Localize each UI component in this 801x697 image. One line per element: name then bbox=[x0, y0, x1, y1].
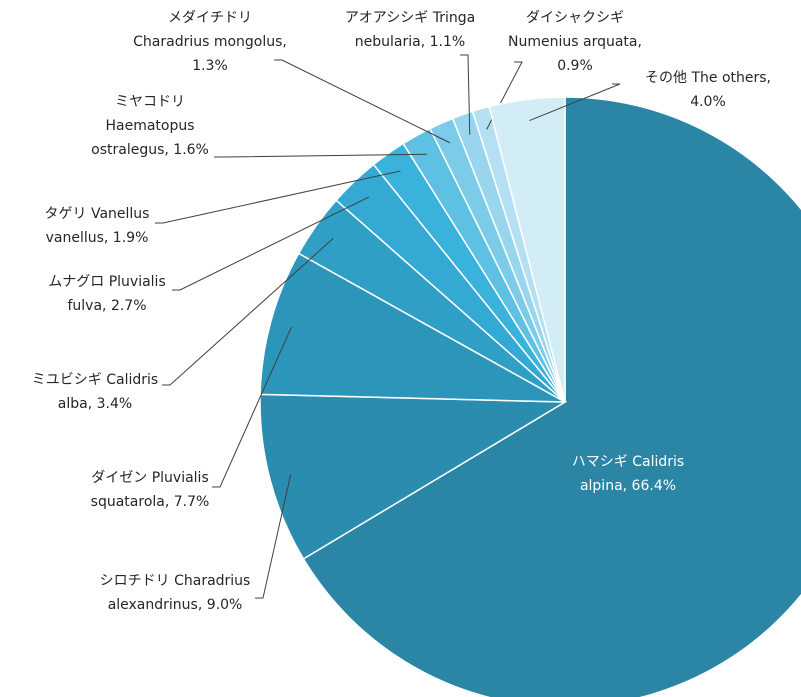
label-line: nebularia, 1.1% bbox=[355, 34, 465, 50]
label-line: その他 The others, bbox=[645, 70, 771, 86]
label-line: Haematopus bbox=[105, 118, 194, 134]
slice-label: アオアシシギ Tringa nebularia, 1.1% bbox=[345, 10, 475, 50]
leader-line bbox=[212, 326, 292, 488]
label-line: ミユビシギ Calidris bbox=[32, 372, 158, 388]
leader-line bbox=[155, 170, 401, 224]
label-line: 0.9% bbox=[557, 58, 593, 74]
label-line: alexandrinus, 9.0% bbox=[108, 597, 243, 613]
pie-slice bbox=[302, 96, 801, 697]
slice-label: その他 The others, 4.0% bbox=[645, 70, 771, 110]
label-line: メダイチドリ bbox=[168, 10, 252, 26]
label-line: vanellus, 1.9% bbox=[46, 230, 149, 246]
leader-line bbox=[529, 83, 621, 122]
leader-line bbox=[162, 237, 334, 386]
leader-line bbox=[274, 59, 451, 144]
label-line: ミヤコドリ bbox=[115, 94, 185, 110]
label-line: ハマシギ Calidris bbox=[572, 454, 684, 470]
leader-line bbox=[172, 196, 370, 291]
label-line: ダイゼン Pluvialis bbox=[91, 470, 208, 486]
label-line: 1.3% bbox=[192, 58, 228, 74]
label-line: squatarola, 7.7% bbox=[91, 494, 210, 510]
slice-label: ダイシャクシギ Numenius arquata, 0.9% bbox=[508, 10, 642, 74]
leader-line bbox=[255, 474, 292, 599]
pie-slice bbox=[259, 252, 566, 403]
label-line: ダイシャクシギ bbox=[526, 10, 624, 26]
label-line: alba, 3.4% bbox=[58, 396, 132, 412]
label-line: シロチドリ Charadrius bbox=[100, 573, 251, 589]
label-line: Numenius arquata, bbox=[508, 34, 642, 50]
label-line: タゲリ Vanellus bbox=[45, 206, 150, 222]
label-line: ostralegus, 1.6% bbox=[91, 142, 209, 158]
leader-line bbox=[460, 54, 471, 135]
slice-label: ハマシギ Calidris alpina, 66.4% bbox=[572, 454, 684, 494]
pie-slice bbox=[259, 393, 568, 560]
leader-line bbox=[214, 153, 427, 158]
slice-label: ムナグロ Pluvialis fulva, 2.7% bbox=[48, 274, 165, 314]
slice-label: ダイゼン Pluvialis squatarola, 7.7% bbox=[91, 470, 210, 510]
pie-slice bbox=[488, 96, 566, 403]
slice-label: シロチドリ Charadrius alexandrinus, 9.0% bbox=[100, 573, 251, 613]
slice-label: ミヤコドリ Haematopus ostralegus, 1.6% bbox=[91, 94, 209, 158]
label-line: 4.0% bbox=[690, 94, 726, 110]
label-line: Charadrius mongolus, bbox=[133, 34, 287, 50]
label-line: ムナグロ Pluvialis bbox=[48, 274, 165, 290]
label-line: fulva, 2.7% bbox=[67, 298, 146, 314]
slice-label: メダイチドリ Charadrius mongolus, 1.3% bbox=[133, 10, 287, 74]
slice-label: ミユビシギ Calidris alba, 3.4% bbox=[32, 372, 158, 412]
label-line: アオアシシギ Tringa bbox=[345, 10, 475, 26]
label-line: alpina, 66.4% bbox=[580, 478, 676, 494]
slice-label: タゲリ Vanellus vanellus, 1.9% bbox=[45, 206, 150, 246]
